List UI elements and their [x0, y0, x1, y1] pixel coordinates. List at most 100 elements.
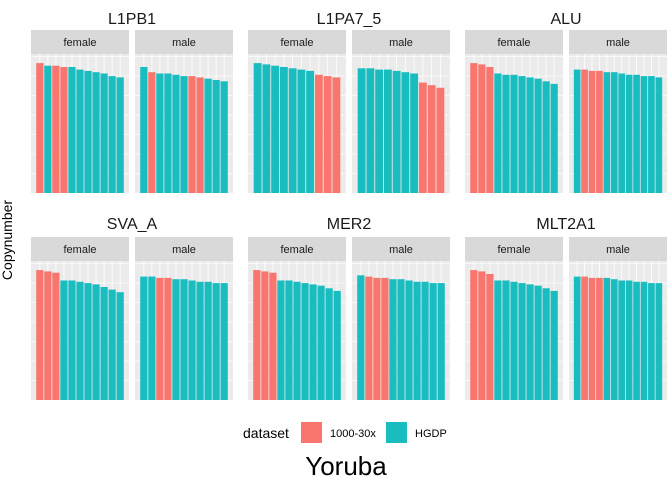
bar-1000-30x — [478, 64, 486, 194]
bar-1000-30x — [596, 277, 603, 400]
bar-hgdp — [188, 280, 196, 400]
bar-hgdp — [204, 78, 212, 193]
bar-1000-30x — [269, 272, 277, 400]
bar-hgdp — [625, 280, 633, 400]
bar-1000-30x — [478, 271, 486, 400]
bar-hgdp — [550, 290, 558, 400]
facet-title: MER2 — [327, 216, 372, 233]
strip-label: female — [280, 37, 313, 49]
bar-1000-30x — [470, 63, 478, 193]
bar-hgdp — [116, 292, 124, 400]
bar-hgdp — [100, 286, 108, 400]
bar-hgdp — [253, 63, 262, 193]
legend: dataset 1000-30x HGDP — [243, 422, 447, 443]
strip-background — [465, 30, 563, 54]
bar-hgdp — [633, 281, 640, 400]
bar-hgdp — [60, 280, 68, 400]
bar-1000-30x — [148, 72, 156, 193]
bar-hgdp — [526, 77, 534, 193]
bar-1000-30x — [261, 271, 269, 400]
bar-hgdp — [510, 74, 518, 193]
bar-1000-30x — [196, 77, 204, 193]
facet-alu: ALU female male — [465, 11, 667, 194]
bar-hgdp — [383, 69, 392, 193]
facet-title: SVA_A — [107, 216, 158, 233]
strip-background — [31, 30, 129, 54]
bar-1000-30x — [365, 276, 373, 400]
bar-hgdp — [306, 70, 315, 193]
bar-1000-30x — [486, 66, 494, 193]
bar-hgdp — [100, 73, 108, 193]
y-axis-label: Copynumber — [0, 200, 15, 280]
bar-1000-30x — [44, 271, 52, 400]
bar-hgdp — [301, 283, 309, 400]
bar-1000-30x — [381, 277, 389, 400]
facet-l1pb1: L1PB1 female male — [31, 11, 233, 193]
bar-1000-30x — [60, 66, 68, 193]
bar-hgdp — [392, 70, 401, 193]
bar-1000-30x — [36, 63, 44, 193]
bar-hgdp — [140, 276, 148, 400]
strip-background — [352, 30, 450, 54]
facet-title: MLT2A1 — [536, 216, 595, 233]
bar-hgdp — [401, 72, 410, 193]
strip-label: female — [63, 244, 96, 256]
bar-1000-30x — [588, 277, 596, 400]
bar-hgdp — [413, 281, 421, 400]
bar-hgdp — [293, 281, 301, 400]
bar-hgdp — [655, 77, 663, 193]
bar-hgdp — [648, 283, 655, 400]
bar-hgdp — [357, 68, 366, 193]
strip-label: female — [280, 244, 313, 256]
bar-hgdp — [573, 69, 581, 193]
bar-1000-30x — [52, 272, 60, 400]
bar-hgdp — [68, 66, 76, 193]
bar-hgdp — [180, 76, 188, 193]
bar-hgdp — [640, 281, 648, 400]
bar-hgdp — [633, 74, 640, 193]
bar-hgdp — [542, 288, 550, 400]
bar-hgdp — [526, 284, 534, 400]
strip-background — [569, 237, 667, 261]
strip-label: female — [497, 37, 530, 49]
facet-title: L1PA7_5 — [317, 11, 382, 28]
bar-hgdp — [405, 280, 413, 400]
bar-hgdp — [108, 76, 116, 193]
bar-1000-30x — [418, 82, 427, 193]
bar-hgdp — [297, 69, 306, 193]
bar-hgdp — [357, 275, 365, 400]
bar-hgdp — [285, 280, 293, 400]
strip-background — [352, 237, 450, 261]
bar-1000-30x — [253, 270, 261, 400]
bar-hgdp — [325, 288, 333, 400]
bar-hgdp — [429, 283, 437, 400]
bar-hgdp — [389, 279, 397, 400]
bar-1000-30x — [436, 87, 445, 193]
bar-hgdp — [108, 289, 116, 400]
strip-background — [31, 237, 129, 261]
bar-hgdp — [618, 280, 626, 400]
bar-hgdp — [640, 76, 648, 193]
bar-hgdp — [648, 76, 655, 193]
bar-hgdp — [76, 281, 84, 400]
bar-hgdp — [625, 74, 633, 193]
bar-hgdp — [172, 74, 180, 193]
bar-hgdp — [212, 79, 220, 193]
bar-hgdp — [317, 285, 325, 400]
strip-background — [248, 30, 346, 54]
bar-1000-30x — [36, 270, 44, 400]
bar-1000-30x — [373, 277, 381, 400]
bar-1000-30x — [314, 74, 323, 193]
strip-label: male — [389, 37, 413, 49]
legend-swatch-hgdp — [386, 422, 407, 443]
chart-title: Yoruba — [305, 451, 387, 480]
bar-1000-30x — [188, 76, 196, 193]
bar-hgdp — [502, 74, 510, 193]
bar-1000-30x — [52, 65, 60, 193]
bar-hgdp — [180, 279, 188, 400]
bar-hgdp — [309, 284, 317, 400]
bar-hgdp — [603, 277, 611, 400]
